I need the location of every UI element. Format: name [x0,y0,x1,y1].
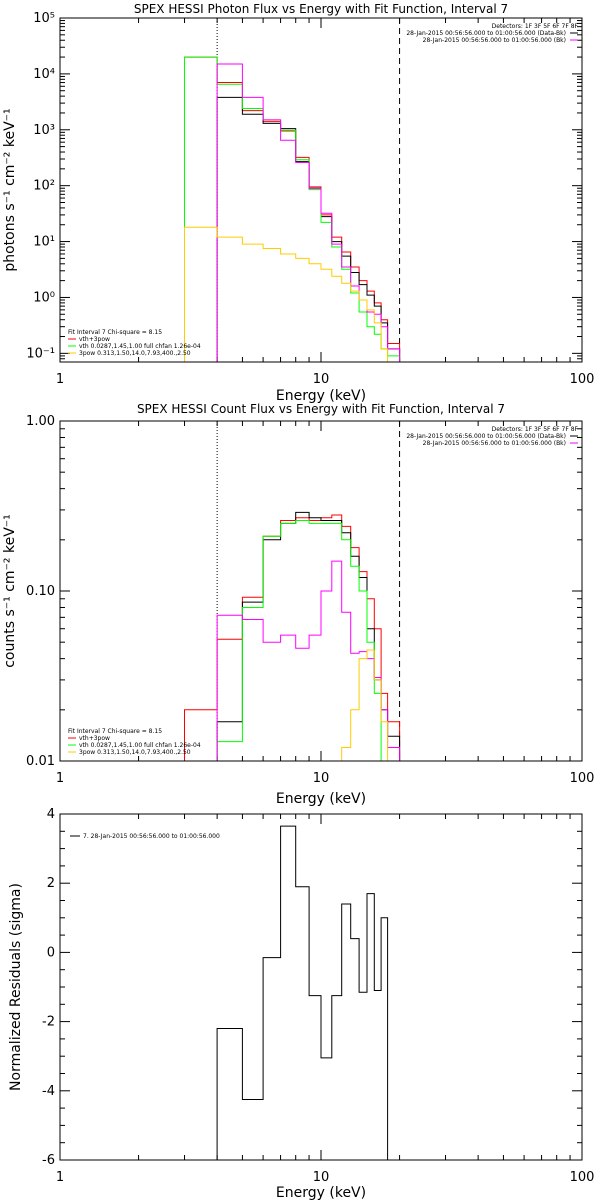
y-tick-label: -2 [42,1015,55,1030]
y-tick-label: 4 [47,807,55,822]
x-tick-label: 10 [313,1170,330,1185]
y-tick-label: 1.00 [26,414,55,429]
y-tick-label: 0.10 [26,584,55,599]
chart-title: SPEX HESSI Count Flux vs Energy with Fit… [137,402,505,416]
plot-area [184,511,401,761]
y-tick-label: 10⁻¹ [26,346,55,361]
legend-right-text: 28-Jan-2015 00:56:56.000 to 01:00:56.000… [423,37,566,44]
x-axis-label: Energy (keV) [276,388,366,404]
series-line-1 [184,514,401,761]
y-axis-label: photons s⁻¹ cm⁻² keV⁻¹ [2,108,18,271]
x-tick-label: 100 [570,1170,595,1185]
plot-area [184,56,401,362]
y-axis-label: Normalized Residuals (sigma) [8,883,24,1091]
legend-left-text: vth+3pow [79,735,110,742]
series-line-4 [216,560,401,761]
legend-left-header: 7. 28-Jan-2015 00:56:56.000 to 01:00:56.… [83,833,220,840]
y-tick-label: -4 [42,1084,55,1099]
series-line-1 [216,825,401,1160]
legend-right-text: 28-Jan-2015 00:56:56.000 to 01:00:56.000… [423,440,566,447]
chart-panel-1: SPEX HESSI Photon Flux vs Energy with Fi… [2,2,594,404]
series-line-5 [184,226,389,362]
x-tick-label: 100 [570,372,595,387]
plot-area [216,825,401,1160]
series-line-2 [216,96,401,362]
legend-left-text: 3pow 0.313,1.50,14.0,7.93,400.,2.50 [79,350,191,357]
y-tick-label: 10⁵ [33,11,55,26]
y-tick-label: -6 [42,1153,55,1168]
y-tick-label: 10³ [33,123,55,138]
series-line-3 [216,520,389,761]
y-tick-label: 10¹ [33,235,55,250]
plot-frame [59,813,583,1161]
legend-right-text: Detectors: 1F 3F 5F 6F 7F 8F [492,426,579,433]
series-line-4 [216,63,401,362]
x-axis-label: Energy (keV) [276,791,366,807]
y-tick-label: 0.01 [26,754,55,769]
x-tick-label: 10 [313,771,330,786]
series-line-5 [341,649,389,761]
legend-right-text: Detectors: 1F 3F 5F 6F 7F 8F [492,23,579,30]
chart-panel-2: SPEX HESSI Count Flux vs Energy with Fit… [2,402,594,807]
legend-right-text: 28-Jan-2015 00:56:56.000 to 01:00:56.000… [406,433,566,440]
y-tick-label: 2 [47,876,55,891]
legend-right-text: 28-Jan-2015 00:56:56.000 to 01:00:56.000… [406,30,566,37]
x-axis-label: Energy (keV) [276,1185,366,1200]
y-tick-label: 10⁰ [33,290,55,305]
x-tick-label: 1 [56,372,64,387]
plot-frame [59,17,583,363]
legend-left-text: 3pow 0.313,1.50,14.0,7.93,400.,2.50 [79,749,191,756]
x-tick-label: 10 [313,372,330,387]
legend-left-text: vth 0.0287,1.45,1.00 full chfan 1.26e-04 [79,742,201,749]
x-tick-label: 100 [570,771,595,786]
y-tick-label: 10⁴ [33,67,55,82]
chart-panel-3: 1 10 100 -6 -4 -2 0 2 4 Energy (keV) Normalized Re… [8,807,594,1200]
chart-title: SPEX HESSI Photon Flux vs Energy with Fi… [134,2,508,16]
legend-left-header: Fit Interval 7 Chi-square = 8.15 [68,728,162,735]
x-tick-label: 1 [56,771,64,786]
y-tick-label: 0 [47,945,55,960]
y-tick-label: 10² [33,179,55,194]
plot-frame [59,420,583,762]
series-line-2 [216,511,401,761]
x-tick-label: 1 [56,1170,64,1185]
legend-left-text: vth 0.0287,1.45,1.00 full chfan 1.26e-04 [79,343,201,350]
legend-left-header: Fit Interval 7 Chi-square = 8.15 [68,329,162,336]
y-axis-label: counts s⁻¹ cm⁻² keV⁻¹ [2,514,18,668]
legend-left-text: vth+3pow [79,336,110,343]
